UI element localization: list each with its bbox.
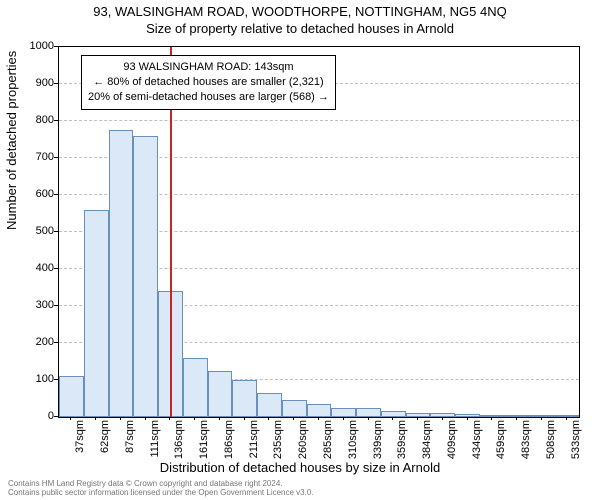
x-tick-label: 285sqm <box>322 420 334 462</box>
x-axis-label: Distribution of detached houses by size … <box>0 460 600 475</box>
x-tick-label: 87sqm <box>124 420 136 462</box>
histogram-bar <box>307 404 332 417</box>
x-tick-label: 260sqm <box>297 420 309 462</box>
x-tick-label: 136sqm <box>173 420 185 462</box>
histogram-bar <box>183 358 208 417</box>
footer-line2: Contains public sector information licen… <box>8 489 314 498</box>
x-tick-label: 483sqm <box>520 420 532 462</box>
footer-attribution: Contains HM Land Registry data © Crown c… <box>8 480 314 498</box>
histogram-bar <box>406 413 431 417</box>
y-tick-label: 300 <box>14 299 54 311</box>
x-tick-label: 37sqm <box>74 420 86 462</box>
y-tick-label: 400 <box>14 262 54 274</box>
x-tick-label: 508sqm <box>545 420 557 462</box>
plot-area: 93 WALSINGHAM ROAD: 143sqm ← 80% of deta… <box>58 46 580 418</box>
x-tick-label: 211sqm <box>248 420 260 462</box>
y-tick-label: 600 <box>14 188 54 200</box>
histogram-bar <box>232 380 257 417</box>
chart-title-address: 93, WALSINGHAM ROAD, WOODTHORPE, NOTTING… <box>0 0 600 19</box>
x-tick-label: 384sqm <box>421 420 433 462</box>
annotation-line3: 20% of semi-detached houses are larger (… <box>88 90 329 105</box>
histogram-bar <box>133 136 158 417</box>
x-tick-label: 359sqm <box>396 420 408 462</box>
histogram-bar <box>505 415 530 417</box>
chart-subtitle: Size of property relative to detached ho… <box>0 19 600 36</box>
histogram-bar <box>282 400 307 417</box>
x-tick-label: 235sqm <box>272 420 284 462</box>
y-tick-label: 500 <box>14 225 54 237</box>
x-tick-label: 533sqm <box>570 420 582 462</box>
histogram-bar <box>554 415 579 417</box>
x-tick-label: 339sqm <box>372 420 384 462</box>
y-tick-label: 800 <box>14 114 54 126</box>
histogram-bar <box>84 210 109 417</box>
histogram-bar <box>257 393 282 417</box>
histogram-bar <box>109 130 134 417</box>
histogram-bar <box>356 408 381 417</box>
histogram-bar <box>529 415 554 417</box>
histogram-bar <box>480 415 505 417</box>
y-tick-label: 200 <box>14 336 54 348</box>
y-tick-label: 100 <box>14 373 54 385</box>
histogram-bar <box>455 414 480 417</box>
x-tick-label: 161sqm <box>198 420 210 462</box>
x-tick-label: 186sqm <box>223 420 235 462</box>
x-tick-label: 62sqm <box>99 420 111 462</box>
x-tick-label: 111sqm <box>149 420 161 462</box>
histogram-bar <box>430 413 455 417</box>
histogram-bar <box>381 411 406 417</box>
gridline <box>59 120 579 121</box>
x-tick-label: 409sqm <box>446 420 458 462</box>
y-tick-label: 700 <box>14 151 54 163</box>
x-tick-label: 459sqm <box>495 420 507 462</box>
annotation-box: 93 WALSINGHAM ROAD: 143sqm ← 80% of deta… <box>81 55 336 110</box>
y-tick-label: 0 <box>14 410 54 422</box>
histogram-bar <box>208 371 233 417</box>
x-tick-label: 310sqm <box>347 420 359 462</box>
y-tick-label: 900 <box>14 77 54 89</box>
histogram-bar <box>59 376 84 417</box>
histogram-bar <box>331 408 356 417</box>
y-tick-label: 1000 <box>14 40 54 52</box>
annotation-line1: 93 WALSINGHAM ROAD: 143sqm <box>88 60 329 75</box>
chart-container: { "title_line1": "93, WALSINGHAM ROAD, W… <box>0 0 600 500</box>
x-tick-label: 434sqm <box>471 420 483 462</box>
annotation-line2: ← 80% of detached houses are smaller (2,… <box>88 75 329 90</box>
